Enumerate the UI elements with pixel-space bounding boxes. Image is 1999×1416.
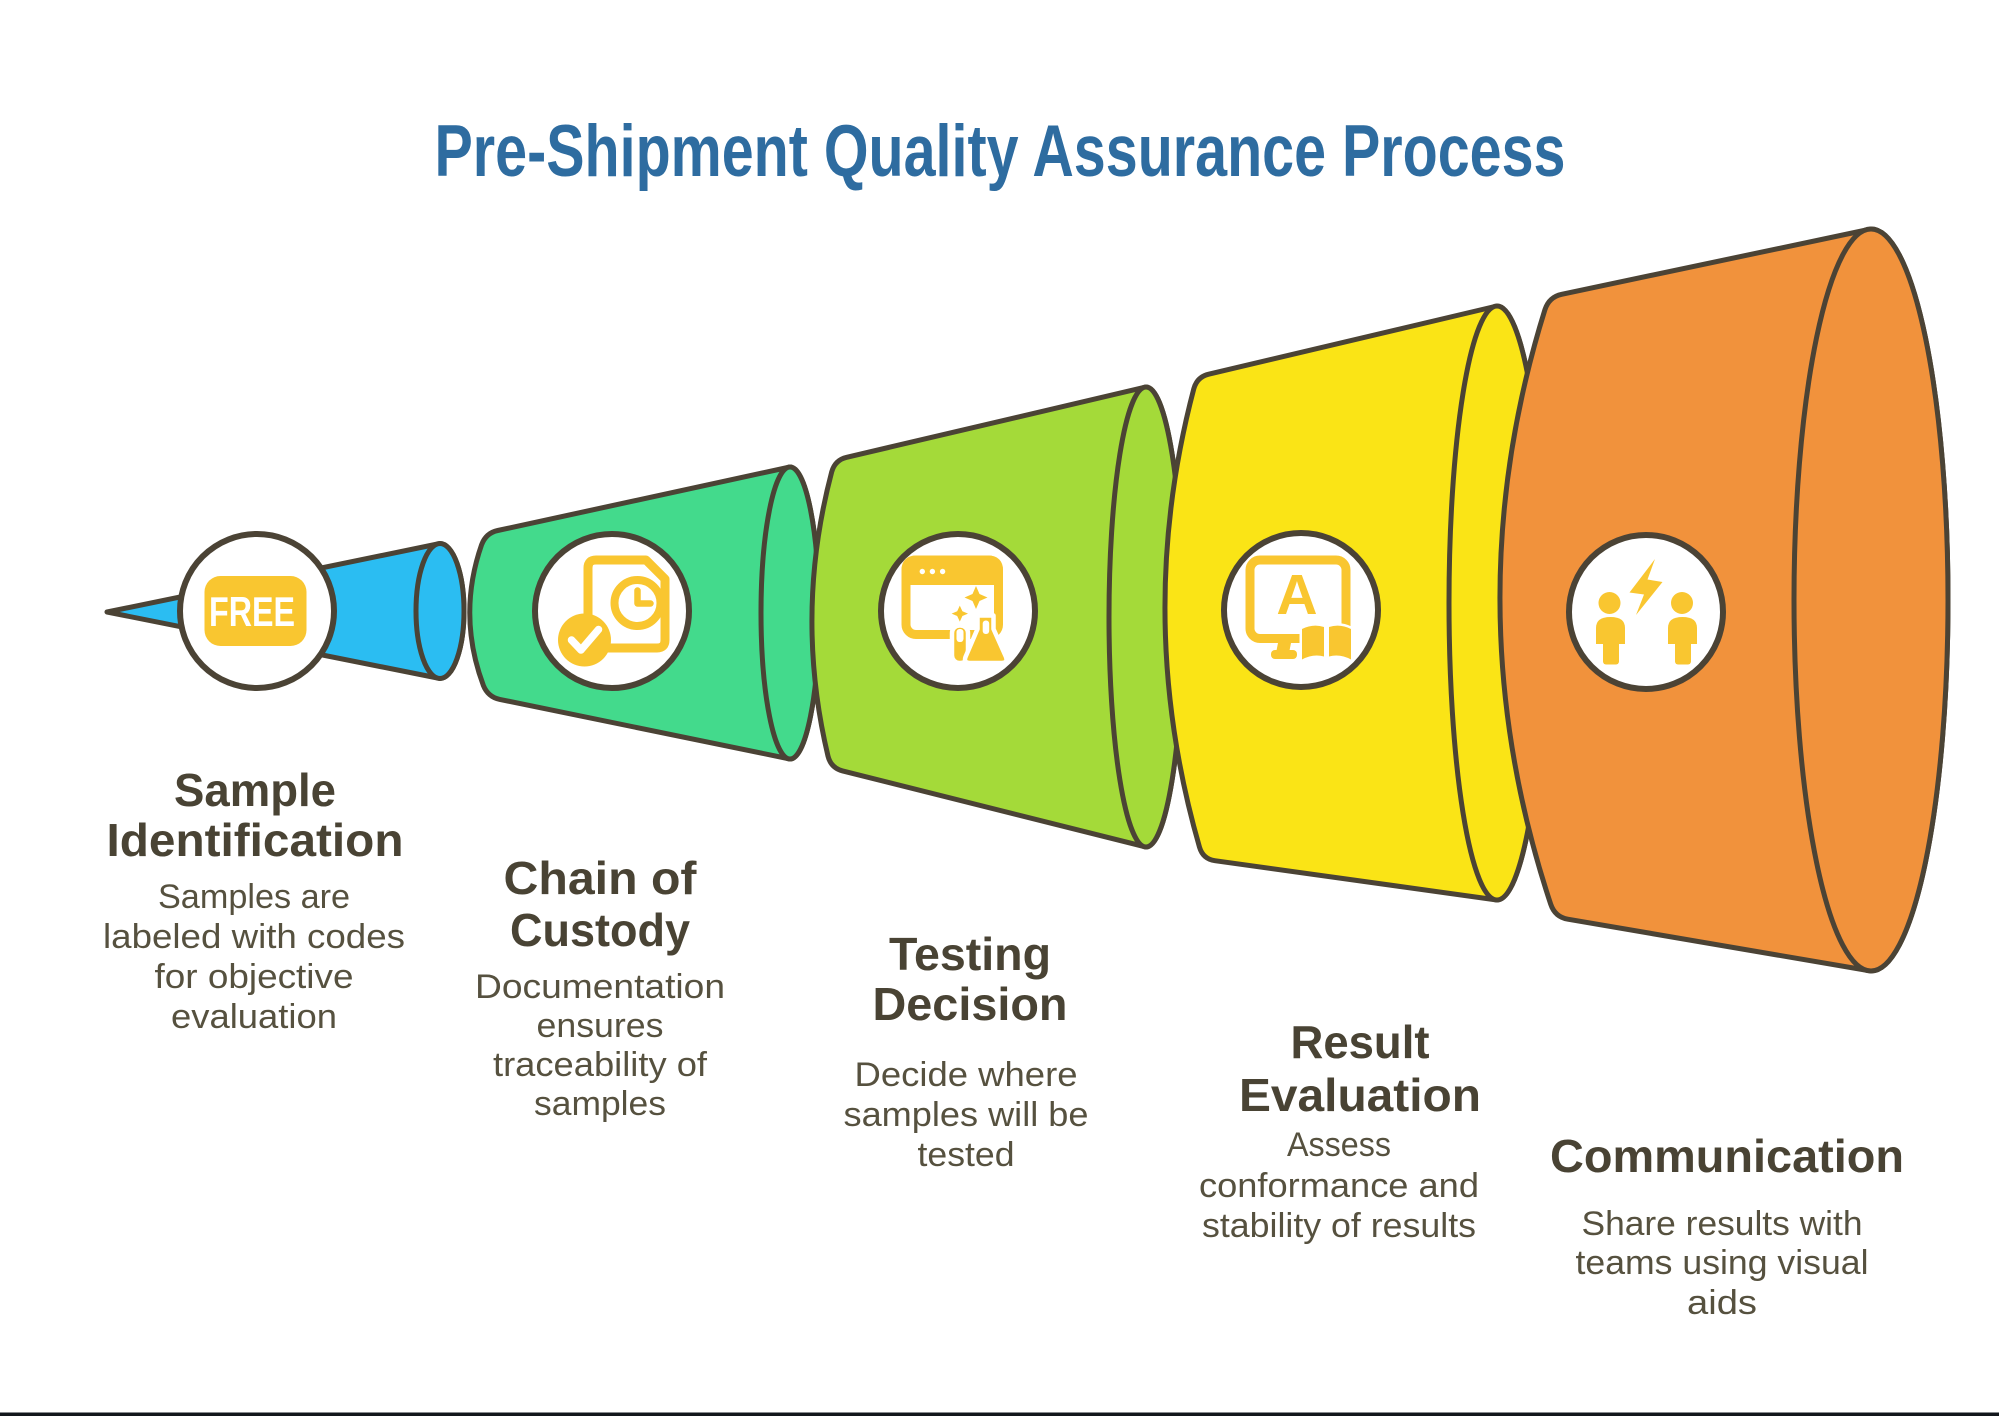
svg-text:FREE: FREE — [209, 588, 295, 635]
svg-text:Sample: Sample — [174, 764, 336, 816]
svg-text:Evaluation: Evaluation — [1239, 1069, 1481, 1121]
svg-text:aids: aids — [1687, 1284, 1757, 1322]
svg-text:Decision: Decision — [873, 978, 1068, 1030]
svg-text:conformance and: conformance and — [1199, 1167, 1479, 1205]
svg-text:tested: tested — [918, 1136, 1015, 1174]
svg-text:labeled with codes: labeled with codes — [103, 918, 405, 956]
svg-text:samples will be: samples will be — [844, 1096, 1089, 1134]
svg-text:Pre-Shipment Quality Assurance: Pre-Shipment Quality Assurance Process — [435, 111, 1566, 192]
svg-text:Share results with: Share results with — [1582, 1205, 1863, 1243]
svg-text:for objective: for objective — [155, 958, 354, 996]
svg-text:stability of results: stability of results — [1202, 1207, 1476, 1245]
svg-text:Result: Result — [1291, 1016, 1430, 1068]
svg-text:evaluation: evaluation — [171, 998, 337, 1036]
svg-text:Samples are: Samples are — [158, 878, 350, 916]
svg-text:Custody: Custody — [510, 904, 690, 956]
svg-text:Decide where: Decide where — [855, 1056, 1078, 1094]
svg-text:Assess: Assess — [1287, 1126, 1391, 1164]
svg-text:samples: samples — [534, 1085, 666, 1123]
svg-text:A: A — [1276, 563, 1317, 627]
svg-text:ensures: ensures — [537, 1007, 664, 1045]
svg-text:Documentation: Documentation — [475, 968, 725, 1006]
svg-text:Testing: Testing — [889, 928, 1051, 980]
svg-text:Chain of: Chain of — [504, 852, 698, 904]
svg-text:Communication: Communication — [1550, 1130, 1904, 1182]
svg-text:traceability of: traceability of — [493, 1046, 708, 1084]
svg-text:Identification: Identification — [107, 814, 404, 866]
svg-text:teams using visual: teams using visual — [1576, 1244, 1869, 1282]
